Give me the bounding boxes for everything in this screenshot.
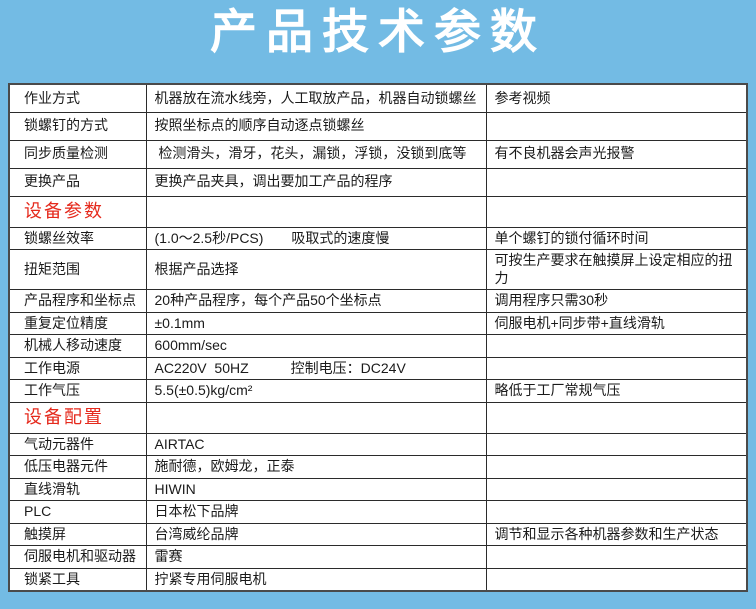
- spec-label-cell: PLC: [8, 500, 147, 524]
- spec-row: 锁螺丝效率 (1.0～2.5秒/PCS) 吸取式的速度慢 单个螺钉的锁付循环时间: [8, 226, 748, 250]
- spec-value-cell: 20种产品程序，每个产品50个坐标点: [145, 289, 487, 313]
- spec-row: 作业方式 机器放在流水线旁，人工取放产品，机器自动锁螺丝 参考视频: [8, 83, 748, 113]
- spec-row: 锁紧工具 拧紧专用伺服电机: [8, 567, 748, 592]
- spec-label-cell: 低压电器元件: [8, 455, 147, 479]
- spec-note-cell: 略低于工厂常规气压: [485, 379, 748, 403]
- spec-row: 更换产品 更换产品夹具，调出要加工产品的程序: [8, 167, 748, 197]
- spec-value-cell: 5.5(±0.5)kg/cm²: [145, 379, 487, 403]
- spec-table: 作业方式 机器放在流水线旁，人工取放产品，机器自动锁螺丝 参考视频 锁螺钉的方式 按照坐…: [8, 83, 748, 592]
- spec-note-cell: [485, 432, 748, 456]
- spec-row: 伺服电机和驱动器 雷赛: [8, 545, 748, 569]
- spec-note-cell: 调节和显示各种机器参数和生产状态: [485, 522, 748, 546]
- spec-note-cell: [485, 500, 748, 524]
- spec-note-cell: [485, 195, 748, 228]
- spec-label-cell: 扭矩范围: [8, 249, 147, 290]
- spec-row: 工作气压 5.5(±0.5)kg/cm² 略低于工厂常规气压: [8, 379, 748, 403]
- spec-note-cell: [485, 167, 748, 197]
- spec-note-cell: [485, 401, 748, 434]
- spec-label-cell: 伺服电机和驱动器: [8, 545, 147, 569]
- spec-row: 工作电源 AC220V 50HZ 控制电压：DC24V: [8, 356, 748, 380]
- spec-value-cell: 台湾威纶品牌: [145, 522, 487, 546]
- spec-label-cell: 同步质量检测: [8, 139, 147, 169]
- spec-value-cell: HIWIN: [145, 477, 487, 501]
- spec-value-cell: 日本松下品牌: [145, 500, 487, 524]
- spec-label-cell: 锁螺钉的方式: [8, 111, 147, 141]
- spec-row: 重复定位精度 ±0.1mm 伺服电机+同步带+直线滑轨: [8, 311, 748, 335]
- spec-value-cell: AIRTAC: [145, 432, 487, 456]
- spec-label-cell: 重复定位精度: [8, 311, 147, 335]
- spec-row: 锁螺钉的方式 按照坐标点的顺序自动逐点锁螺丝: [8, 111, 748, 141]
- spec-label-cell: 锁紧工具: [8, 567, 147, 592]
- spec-label-cell: 机械人移动速度: [8, 334, 147, 358]
- section-header-row: 设备参数: [8, 195, 748, 228]
- spec-note-cell: 参考视频: [485, 83, 748, 113]
- spec-label-cell: 更换产品: [8, 167, 147, 197]
- spec-row: 触摸屏 台湾威纶品牌 调节和显示各种机器参数和生产状态: [8, 522, 748, 546]
- spec-note-cell: [485, 545, 748, 569]
- spec-value-cell: 检测滑头，滑牙，花头，漏锁，浮锁，没锁到底等: [145, 139, 487, 169]
- spec-value-cell: [145, 401, 487, 434]
- spec-row: 气动元器件 AIRTAC: [8, 432, 748, 456]
- spec-label-cell: 气动元器件: [8, 432, 147, 456]
- spec-note-cell: [485, 477, 748, 501]
- spec-note-cell: 调用程序只需30秒: [485, 289, 748, 313]
- spec-value-cell: 拧紧专用伺服电机: [145, 567, 487, 592]
- page-title: 产品技术参数: [210, 5, 546, 58]
- spec-value-cell: 机器放在流水线旁，人工取放产品，机器自动锁螺丝: [145, 83, 487, 113]
- spec-row: 扭矩范围 根据产品选择 可按生产要求在触摸屏上设定相应的扭力: [8, 249, 748, 290]
- spec-label-cell: 触摸屏: [8, 522, 147, 546]
- spec-note-cell: 伺服电机+同步带+直线滑轨: [485, 311, 748, 335]
- spec-table-body: 作业方式 机器放在流水线旁，人工取放产品，机器自动锁螺丝 参考视频 锁螺钉的方式 按照坐…: [8, 83, 748, 592]
- section-header-row: 设备配置: [8, 401, 748, 434]
- spec-label-cell: 产品程序和坐标点: [8, 289, 147, 313]
- spec-row: PLC 日本松下品牌: [8, 500, 748, 524]
- spec-label-cell: 设备配置: [8, 401, 147, 434]
- spec-note-cell: [485, 356, 748, 380]
- spec-note-cell: 可按生产要求在触摸屏上设定相应的扭力: [485, 249, 748, 290]
- spec-label-cell: 设备参数: [8, 195, 147, 228]
- spec-value-cell: 施耐德，欧姆龙，正泰: [145, 455, 487, 479]
- spec-label-cell: 工作电源: [8, 356, 147, 380]
- spec-label-cell: 锁螺丝效率: [8, 226, 147, 250]
- spec-label-cell: 作业方式: [8, 83, 147, 113]
- spec-note-cell: 单个螺钉的锁付循环时间: [485, 226, 748, 250]
- spec-value-cell: ±0.1mm: [145, 311, 487, 335]
- spec-note-cell: [485, 455, 748, 479]
- spec-row: 机械人移动速度 600mm/sec: [8, 334, 748, 358]
- spec-label-cell: 直线滑轨: [8, 477, 147, 501]
- spec-label-cell: 工作气压: [8, 379, 147, 403]
- spec-value-cell: 根据产品选择: [145, 249, 487, 290]
- spec-value-cell: 更换产品夹具，调出要加工产品的程序: [145, 167, 487, 197]
- spec-value-cell: [145, 195, 487, 228]
- spec-row: 同步质量检测 检测滑头，滑牙，花头，漏锁，浮锁，没锁到底等 有不良机器会声光报警: [8, 139, 748, 169]
- spec-value-cell: 600mm/sec: [145, 334, 487, 358]
- spec-table-container: 作业方式 机器放在流水线旁，人工取放产品，机器自动锁螺丝 参考视频 锁螺钉的方式 按照坐…: [8, 83, 748, 592]
- spec-value-cell: 雷赛: [145, 545, 487, 569]
- spec-note-cell: [485, 567, 748, 592]
- spec-note-cell: [485, 334, 748, 358]
- spec-note-cell: 有不良机器会声光报警: [485, 139, 748, 169]
- spec-row: 低压电器元件 施耐德，欧姆龙，正泰: [8, 455, 748, 479]
- spec-row: 直线滑轨 HIWIN: [8, 477, 748, 501]
- spec-row: 产品程序和坐标点 20种产品程序，每个产品50个坐标点 调用程序只需30秒: [8, 289, 748, 313]
- spec-note-cell: [485, 111, 748, 141]
- spec-value-cell: AC220V 50HZ 控制电压：DC24V: [145, 356, 487, 380]
- spec-value-cell: (1.0～2.5秒/PCS) 吸取式的速度慢: [145, 226, 487, 250]
- spec-value-cell: 按照坐标点的顺序自动逐点锁螺丝: [145, 111, 487, 141]
